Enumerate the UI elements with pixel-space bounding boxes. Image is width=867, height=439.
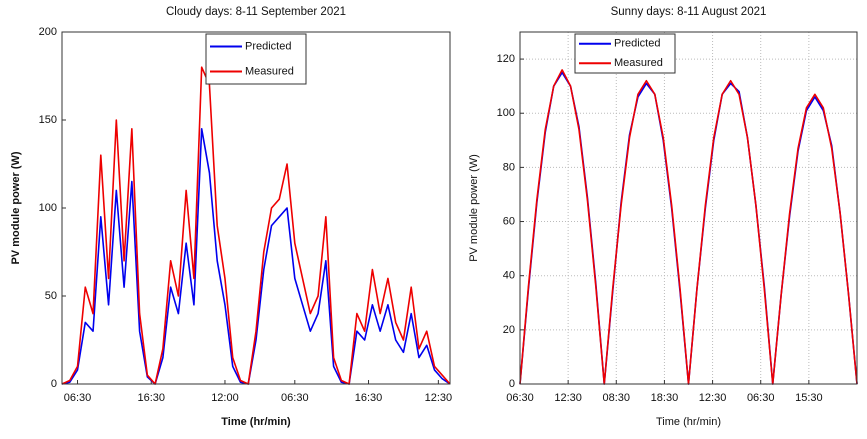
x-axis-label: Time (hr/min) xyxy=(656,416,721,428)
y-tick-label: 0 xyxy=(509,378,515,390)
chart-title: Sunny days: 8-11 August 2021 xyxy=(611,6,767,18)
y-tick-label: 120 xyxy=(497,53,515,65)
y-axis-label: PV module power (W) xyxy=(468,154,480,262)
y-tick-label: 60 xyxy=(503,215,515,227)
x-axis-label: Time (hr/min) xyxy=(221,416,291,428)
x-tick-label: 06:30 xyxy=(64,392,92,404)
legend-box xyxy=(205,33,307,85)
legend-label: Measured xyxy=(245,65,294,77)
x-tick-label: 06:30 xyxy=(281,392,309,404)
x-tick-label: 06:30 xyxy=(506,392,534,404)
plot-frame xyxy=(61,31,451,385)
y-tick-label: 20 xyxy=(503,324,515,336)
legend: Predicted Measured xyxy=(205,33,307,85)
chart-title: Cloudy days: 8-11 September 2021 xyxy=(166,6,346,18)
x-tick-label: 16:30 xyxy=(137,392,165,404)
y-tick-label: 50 xyxy=(45,290,57,302)
legend-label: Predicted xyxy=(614,38,660,50)
x-tick-label: 16:30 xyxy=(355,392,383,404)
series-line xyxy=(61,66,451,385)
y-tick-label: 150 xyxy=(39,114,57,126)
legend-box xyxy=(574,33,676,74)
y-tick-label: 100 xyxy=(497,107,515,119)
x-tick-label: 15:30 xyxy=(795,392,823,404)
y-axis-label: PV module power (W) xyxy=(10,151,22,264)
series-line xyxy=(61,128,451,385)
y-tick-label: 80 xyxy=(503,161,515,173)
x-tick-label: 12:30 xyxy=(554,392,582,404)
plot-frame xyxy=(519,31,858,385)
y-tick-label: 0 xyxy=(51,378,57,390)
x-tick-label: 18:30 xyxy=(651,392,679,404)
legend-label: Predicted xyxy=(245,40,291,52)
x-tick-label: 06:30 xyxy=(747,392,775,404)
x-tick-label: 12:30 xyxy=(699,392,727,404)
y-tick-label: 100 xyxy=(39,202,57,214)
plot-area xyxy=(520,32,857,384)
x-tick-label: 12:00 xyxy=(211,392,239,404)
x-tick-label: 08:30 xyxy=(603,392,631,404)
legend: Predicted Measured xyxy=(574,33,676,74)
x-tick-label: 12:30 xyxy=(425,392,453,404)
y-tick-label: 200 xyxy=(39,26,57,38)
legend-label: Measured xyxy=(614,57,663,69)
y-tick-label: 40 xyxy=(503,270,515,282)
